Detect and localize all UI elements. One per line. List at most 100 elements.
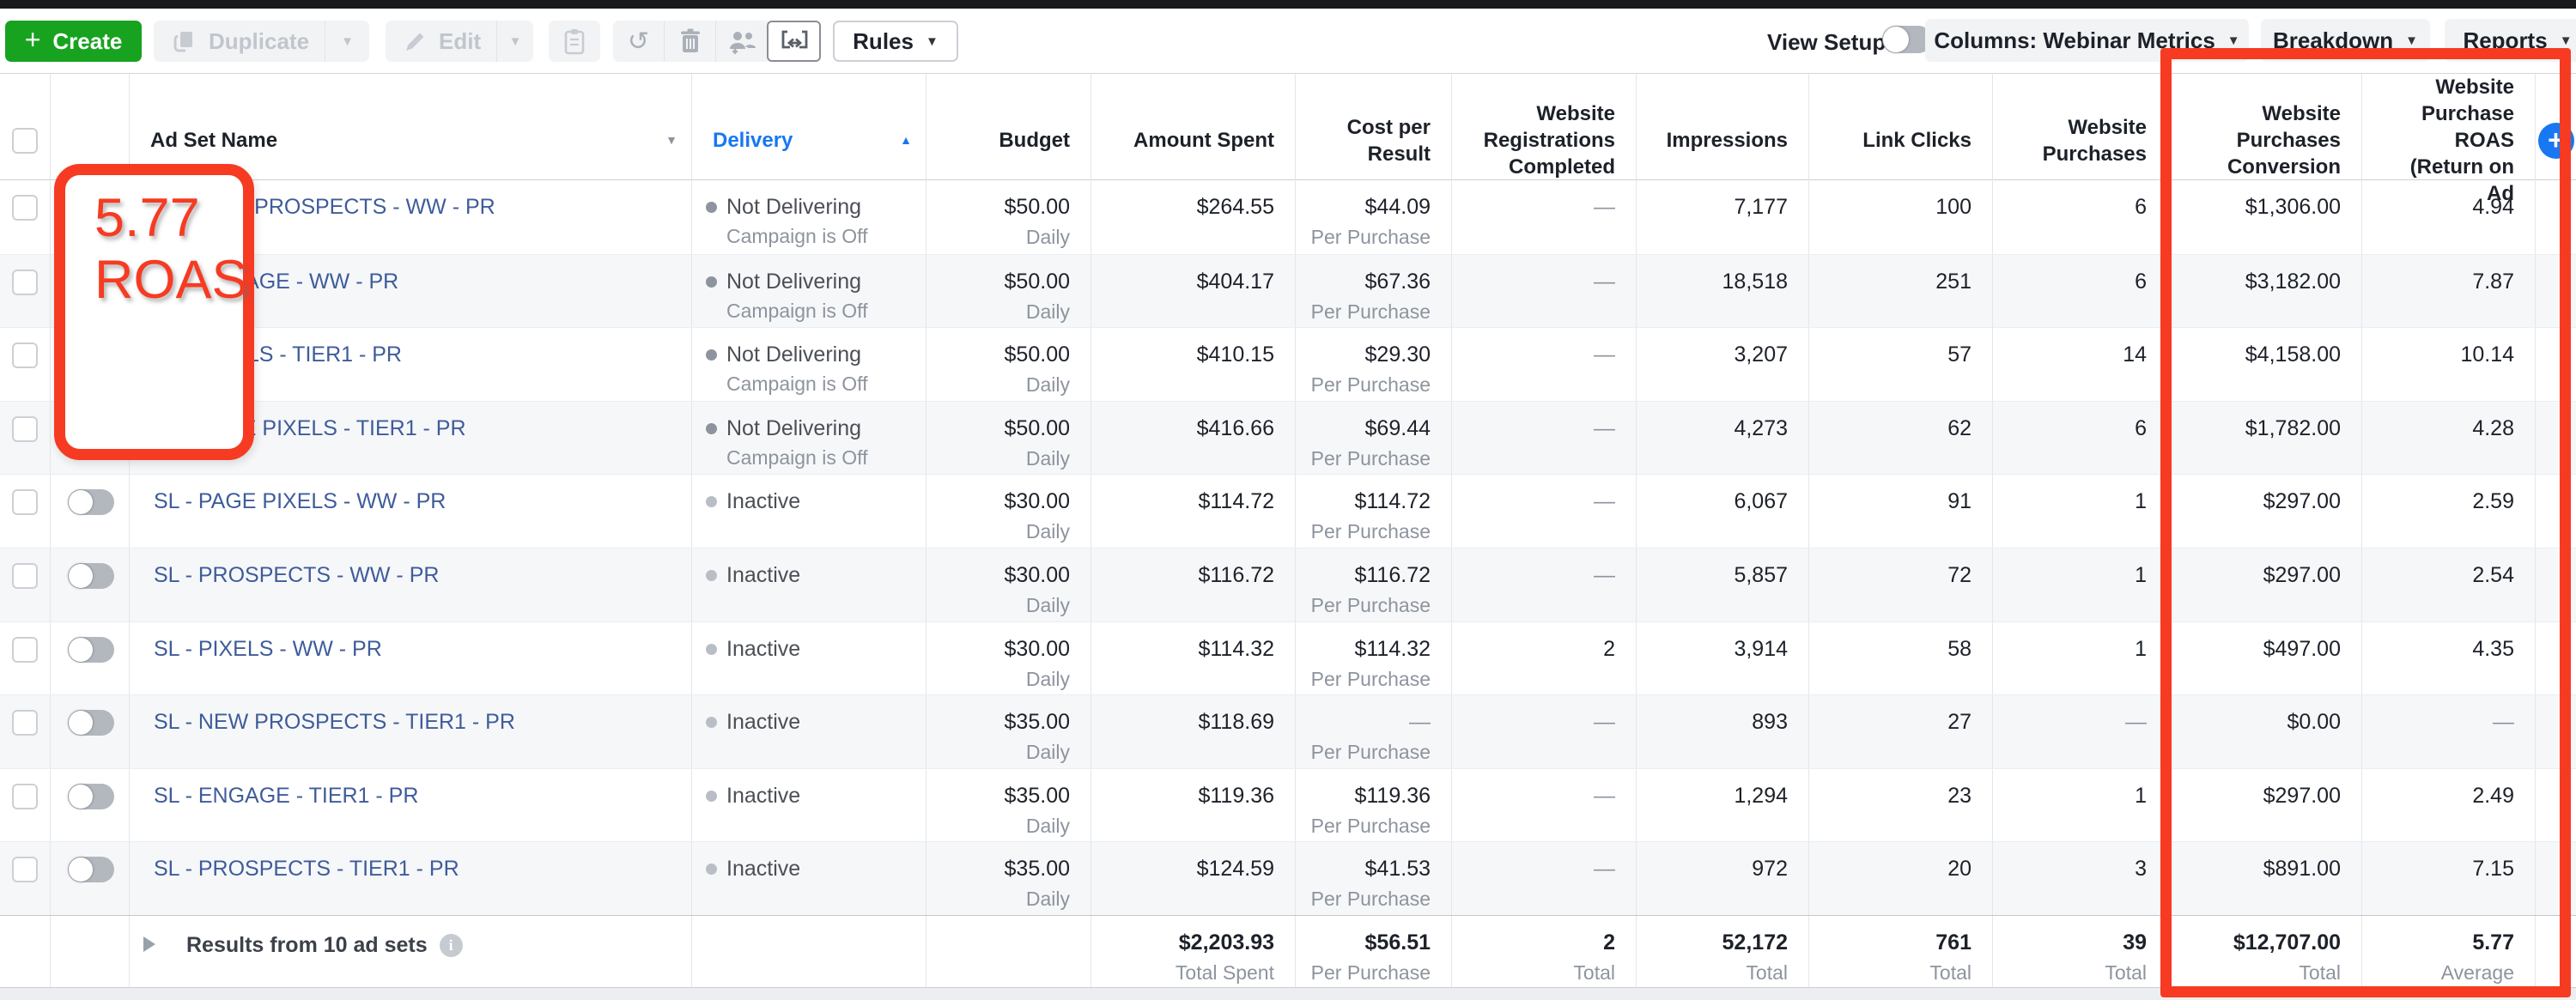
revert-button[interactable]: ↺: [613, 21, 664, 62]
delivery-status-dot: [706, 790, 717, 802]
row-checkbox[interactable]: [12, 489, 38, 516]
duplicate-button-label: Duplicate: [209, 27, 310, 54]
column-header-delivery[interactable]: Delivery ▲: [691, 74, 926, 207]
footer-purchases-conversion: $12,707.00 Total: [2167, 915, 2361, 987]
website-purchases-cell: 14: [1992, 328, 2167, 401]
row-checkbox[interactable]: [12, 415, 38, 442]
delivery-status-dot: [706, 569, 717, 581]
column-header-label: Website Purchase ROAS (Return on Ad: [2409, 76, 2514, 205]
clipboard-button[interactable]: [549, 21, 600, 62]
adset-name-link[interactable]: SL - PROSPECTS - TIER1 - PR: [154, 857, 459, 882]
sort-asc-icon[interactable]: ▲: [900, 133, 912, 147]
edit-dropdown-caret[interactable]: ▼: [496, 21, 533, 62]
column-header-link-clicks[interactable]: Link Clicks: [1808, 74, 1992, 207]
view-setup-label: View Setup: [1767, 29, 1886, 55]
delete-button[interactable]: [664, 21, 715, 62]
adset-name-link[interactable]: SL - PAGE PIXELS - WW - PR: [154, 489, 447, 514]
revert-icon: ↺: [627, 26, 650, 57]
duplicate-dropdown-caret[interactable]: ▼: [325, 21, 369, 62]
budget-cell: $30.00 Daily: [926, 621, 1091, 695]
link-clicks-cell: 100: [1808, 180, 1992, 254]
info-icon[interactable]: i: [439, 933, 463, 957]
amount-spent-cell: $410.15: [1091, 328, 1295, 401]
column-header-adset-name[interactable]: Ad Set Name ▼: [129, 74, 691, 207]
select-all-checkbox[interactable]: [12, 127, 38, 154]
chevron-down-icon: ▼: [2405, 33, 2418, 48]
adset-active-toggle[interactable]: [68, 710, 114, 736]
adset-active-toggle[interactable]: [68, 783, 114, 809]
row-checkbox[interactable]: [12, 783, 38, 809]
column-header-website-purchases[interactable]: Website Purchases: [1992, 74, 2167, 207]
impressions-cell: 5,857: [1636, 548, 1808, 621]
amount-spent-cell: $404.17: [1091, 254, 1295, 328]
link-clicks-cell: 251: [1808, 254, 1992, 328]
website-purchases-cell: 1: [1992, 621, 2167, 695]
column-header-budget[interactable]: Budget: [926, 74, 1091, 207]
purchase-roas-cell: 2.59: [2361, 475, 2535, 548]
column-header-impressions[interactable]: Impressions: [1636, 74, 1808, 207]
row-checkbox[interactable]: [12, 195, 38, 221]
footer-checkbox-cell: [0, 916, 50, 987]
website-purchases-cell: —: [1992, 695, 2167, 768]
impressions-cell: 972: [1636, 842, 1808, 915]
view-setup-toggle[interactable]: [1882, 26, 1932, 53]
row-checkbox-cell: [0, 180, 50, 254]
table-row: SL - PIXELS - TIER1 - PR Not Delivering …: [0, 327, 2576, 401]
registrations-cell: —: [1451, 768, 1636, 842]
rules-button-label: Rules: [853, 27, 914, 54]
create-button[interactable]: + Create: [5, 21, 142, 62]
adset-name-link[interactable]: SL - PROSPECTS - WW - PR: [154, 562, 440, 587]
budget-cell: $50.00 Daily: [926, 254, 1091, 328]
column-header-amount-spent[interactable]: Amount Spent: [1091, 74, 1295, 207]
row-checkbox[interactable]: [12, 269, 38, 295]
row-checkbox-cell: [0, 622, 50, 695]
rules-button[interactable]: Rules ▼: [833, 21, 958, 62]
column-header-registrations[interactable]: Website Registrations Completed: [1451, 74, 1636, 207]
row-checkbox[interactable]: [12, 710, 38, 736]
row-add-column-cell: [2535, 328, 2576, 401]
row-checkbox-cell: [0, 769, 50, 842]
registrations-cell: —: [1451, 548, 1636, 621]
cost-per-result-cell: $114.32 Per Purchase: [1295, 621, 1451, 695]
sort-caret-icon[interactable]: ▼: [665, 133, 677, 147]
column-header-label: Website Purchases: [2042, 115, 2147, 166]
link-clicks-cell: 91: [1808, 475, 1992, 548]
row-checkbox[interactable]: [12, 562, 38, 589]
roas-columns-highlight-rectangle: [2160, 48, 2571, 997]
adset-active-toggle[interactable]: [68, 636, 114, 663]
purchases-conversion-cell: $297.00: [2167, 768, 2361, 842]
footer-results-cell: Results from 10 ad sets i: [129, 915, 691, 987]
amount-spent-cell: $124.59: [1091, 842, 1295, 915]
column-header-purchase-roas[interactable]: Website Purchase ROAS (Return on Ad: [2361, 74, 2535, 207]
purchase-roas-cell: 2.54: [2361, 548, 2535, 621]
adset-active-toggle[interactable]: [68, 562, 114, 589]
purchases-conversion-cell: $1,782.00: [2167, 401, 2361, 475]
row-checkbox-cell: [0, 695, 50, 768]
impressions-cell: 18,518: [1636, 254, 1808, 328]
adset-name-link[interactable]: SL - NEW PROSPECTS - TIER1 - PR: [154, 710, 515, 735]
website-purchases-cell: 1: [1992, 548, 2167, 621]
row-checkbox[interactable]: [12, 342, 38, 369]
expand-caret-icon[interactable]: [143, 936, 155, 952]
audience-button[interactable]: [715, 21, 767, 62]
adset-name-link[interactable]: SL - PIXELS - WW - PR: [154, 636, 382, 661]
column-header-purchases-conversion[interactable]: Website Purchases Conversion: [2167, 74, 2361, 207]
row-checkbox[interactable]: [12, 857, 38, 883]
delivery-status: Inactive: [726, 562, 801, 587]
adset-active-toggle[interactable]: [68, 489, 114, 516]
duplicate-button[interactable]: Duplicate ▼: [154, 21, 369, 62]
row-toggle-cell: [50, 548, 129, 621]
adset-name-link[interactable]: SL - ENGAGE - TIER1 - PR: [154, 783, 419, 808]
row-checkbox[interactable]: [12, 636, 38, 663]
impressions-cell: 4,273: [1636, 401, 1808, 475]
roas-callout-text: 5.77 ROAS: [94, 188, 248, 310]
footer-delivery-cell: [691, 915, 926, 987]
budget-cell: $50.00 Daily: [926, 401, 1091, 475]
table-row: SL - ENGAGE - TIER1 - PR Inactive $35.00…: [0, 767, 2576, 842]
purchases-conversion-cell: $4,158.00: [2167, 328, 2361, 401]
experiments-button[interactable]: [767, 21, 821, 62]
column-header-cost-per-result[interactable]: Cost per Result: [1295, 74, 1451, 207]
adset-active-toggle[interactable]: [68, 857, 114, 883]
edit-button[interactable]: Edit ▼: [386, 21, 533, 62]
purchase-roas-cell: 2.49: [2361, 768, 2535, 842]
